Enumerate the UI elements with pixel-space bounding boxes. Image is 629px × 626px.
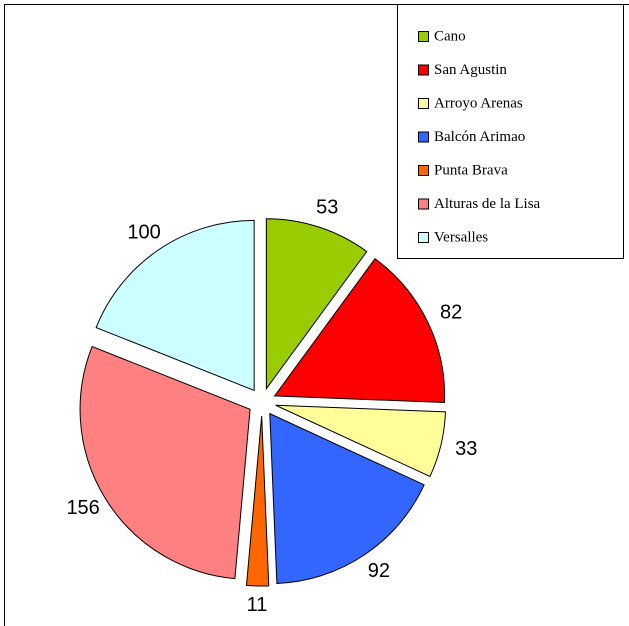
- legend: Cano San Agustin Arroyo Arenas Balcón Arima…: [418, 28, 541, 245]
- pie-slice: [95, 219, 255, 392]
- legend-label: Punta Brava: [434, 162, 508, 178]
- legend-swatch: [418, 98, 429, 109]
- data-label: 33: [455, 438, 477, 460]
- pie-slice: [269, 412, 425, 585]
- data-label: 100: [127, 221, 160, 243]
- legend-label: Versalles: [434, 229, 488, 245]
- pie: 53 82 33 92 11 156 100: [66, 196, 477, 616]
- pie-slice: [79, 345, 251, 580]
- legend-box: [397, 4, 624, 259]
- pie-slice: [275, 404, 447, 478]
- legend-label: Arroyo Arenas: [434, 95, 523, 111]
- legend-label: Alturas de la Lisa: [434, 196, 541, 212]
- data-label: 92: [368, 560, 390, 582]
- pie-slice: [273, 258, 446, 404]
- data-label: 156: [66, 497, 99, 519]
- data-label: 53: [316, 196, 338, 218]
- legend-swatch: [418, 165, 429, 176]
- legend-label: Cano: [434, 28, 466, 44]
- legend-label: San Agustin: [434, 62, 507, 78]
- legend-label: Balcón Arimao: [434, 129, 525, 145]
- pie-slice: [265, 218, 368, 391]
- data-label: 11: [247, 594, 268, 616]
- legend-swatch: [418, 64, 429, 76]
- data-label: 82: [440, 302, 462, 324]
- legend-swatch: [418, 131, 429, 143]
- legend-swatch: [418, 31, 429, 42]
- pie-slice: [245, 415, 270, 587]
- legend-swatch: [418, 232, 429, 243]
- legend-swatch: [418, 198, 429, 210]
